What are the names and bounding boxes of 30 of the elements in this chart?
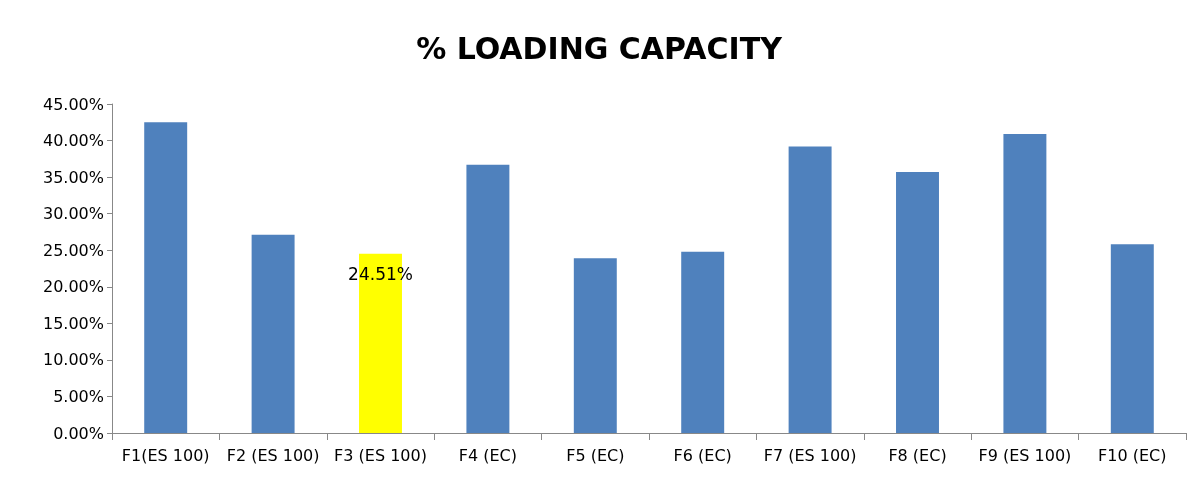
x-tick-label: F6 (EC) (673, 445, 732, 465)
y-tick-label: 45.00% (42, 94, 104, 114)
x-tick-label: F9 (ES 100) (978, 445, 1072, 465)
y-tick-label: 5.00% (53, 386, 104, 406)
x-tick-label: F1(ES 100) (121, 445, 210, 465)
x-tick-label: F3 (ES 100) (334, 445, 427, 465)
chart-title: % LOADING CAPACITY (416, 30, 784, 66)
x-tick-label: F7 (ES 100) (763, 445, 857, 465)
bar (466, 164, 510, 433)
y-tick-label: 20.00% (42, 277, 104, 297)
bar (251, 234, 295, 433)
y-tick-label: 30.00% (42, 204, 104, 224)
bar (681, 251, 725, 433)
y-tick-label: 35.00% (42, 167, 104, 187)
x-tick-label: F10 (EC) (1098, 445, 1167, 465)
bar (896, 171, 939, 433)
x-tick-label: F4 (EC) (458, 445, 518, 465)
y-tick-label: 0.00% (53, 423, 104, 443)
bar (1110, 244, 1154, 433)
bar (1003, 133, 1047, 433)
y-tick-label: 40.00% (42, 131, 104, 151)
x-tick-label: F8 (EC) (888, 445, 947, 465)
bar (788, 146, 832, 433)
bar (144, 122, 188, 433)
x-tick-label: F5 (EC) (566, 445, 625, 465)
y-tick-label: 10.00% (42, 350, 104, 370)
x-tick-label: F2 (ES 100) (226, 445, 320, 465)
y-tick-label: 25.00% (42, 240, 104, 260)
y-tick-label: 15.00% (42, 313, 104, 333)
bar (573, 258, 617, 433)
